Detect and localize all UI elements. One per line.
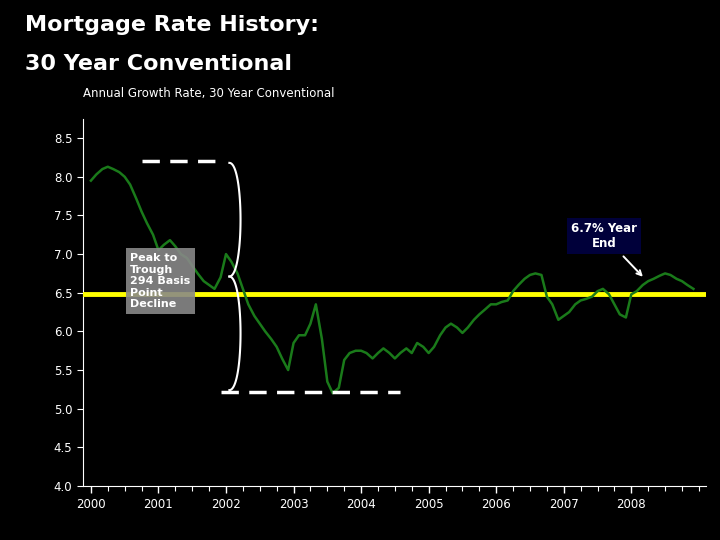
Text: 6.7% Year
End: 6.7% Year End bbox=[571, 222, 642, 275]
Text: Mortgage Rate History:: Mortgage Rate History: bbox=[24, 15, 319, 35]
Text: 30 Year Conventional: 30 Year Conventional bbox=[24, 54, 292, 74]
Text: Annual Growth Rate, 30 Year Conventional: Annual Growth Rate, 30 Year Conventional bbox=[83, 87, 334, 100]
Text: Peak to
Trough
294 Basis
Point
Decline: Peak to Trough 294 Basis Point Decline bbox=[130, 253, 190, 309]
